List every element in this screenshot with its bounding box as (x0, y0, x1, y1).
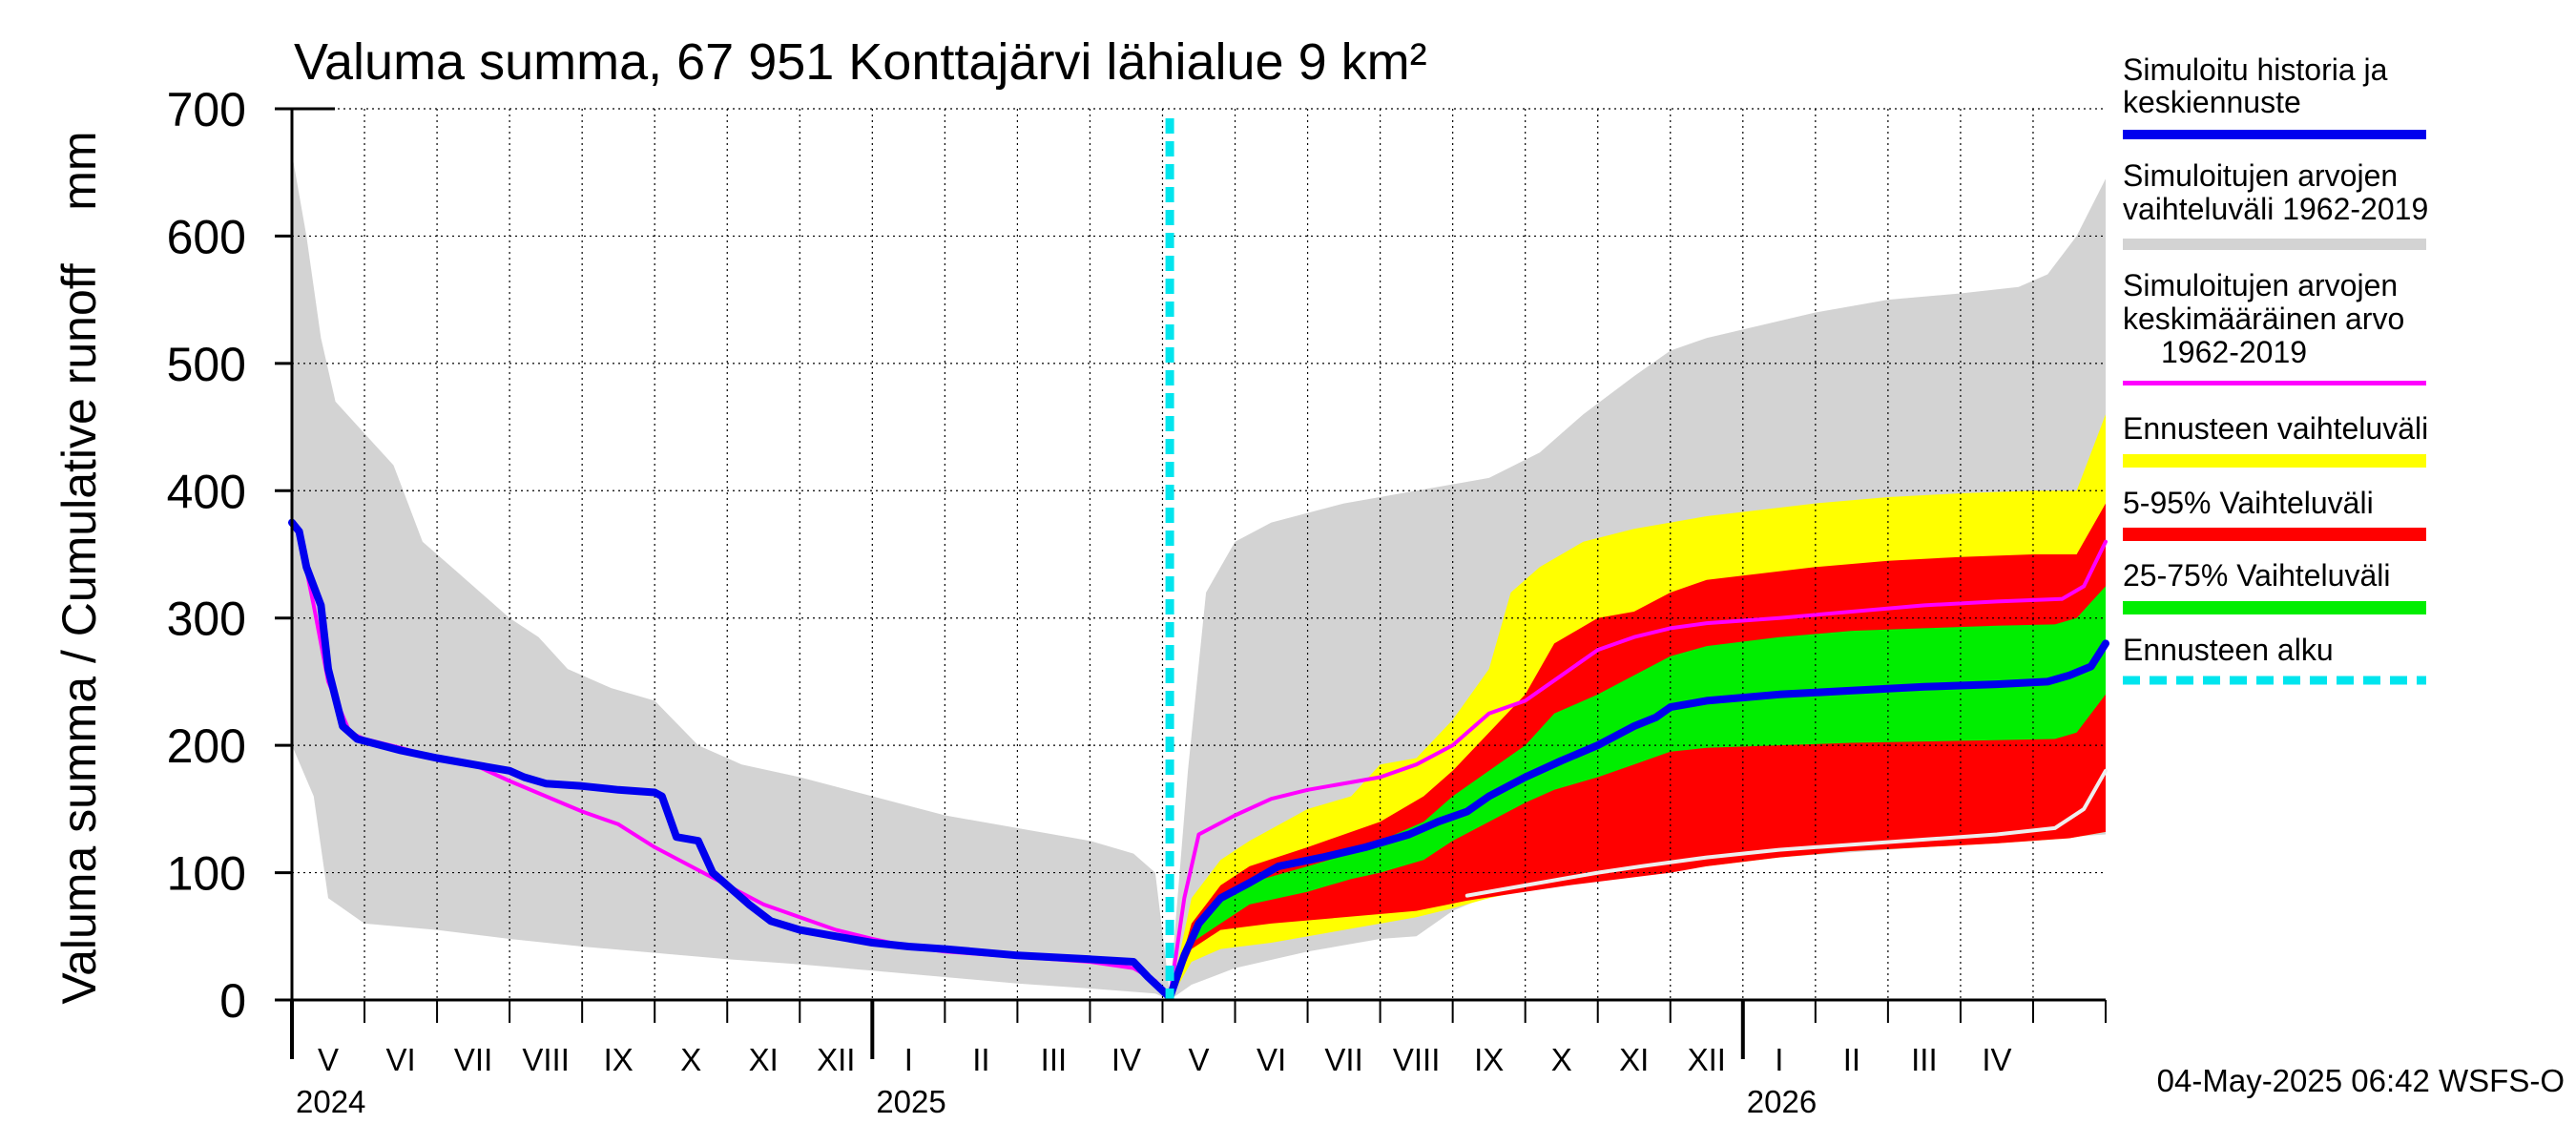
x-year-label-2024: 2024 (296, 1084, 365, 1119)
x-month-label-6: XI (749, 1042, 779, 1077)
x-month-label-17: X (1551, 1042, 1572, 1077)
x-month-label-1: VI (385, 1042, 415, 1077)
grid-layer (292, 108, 2106, 1000)
x-month-label-5: X (680, 1042, 701, 1077)
y-tick-label-600: 600 (167, 210, 246, 263)
axes-layer (290, 107, 2106, 1002)
x-month-label-4: IX (604, 1042, 634, 1077)
x-month-label-19: XII (1688, 1042, 1726, 1077)
y-tick-layer: 0 100 200 300 400 500 600 700 (167, 83, 292, 1028)
legend-label-magenta-line-3: 1962-2019 (2161, 335, 2307, 369)
x-month-label-20: I (1775, 1042, 1783, 1077)
x-month-label-18: XI (1619, 1042, 1649, 1077)
legend-label-blue-line-1: Simuloitu historia ja (2123, 52, 2388, 87)
legend-swatch-red-band (2123, 528, 2426, 541)
x-month-label-16: IX (1474, 1042, 1504, 1077)
legend-swatch-green-band (2123, 601, 2426, 614)
timestamp: 04-May-2025 06:42 WSFS-O (2157, 1063, 2565, 1098)
x-month-label-23: IV (1982, 1042, 2011, 1077)
x-month-label-9: II (972, 1042, 989, 1077)
legend-swatch-blue-line (2123, 130, 2426, 139)
legend-swatch-grey-band (2123, 239, 2426, 250)
y-tick-label-0: 0 (219, 974, 246, 1028)
y-axis-label: Valuma summa / Cumulative runoff mm (52, 131, 106, 1004)
x-month-label-14: VII (1324, 1042, 1362, 1077)
legend-swatch-yellow-band (2123, 454, 2426, 468)
x-month-label-8: I (904, 1042, 913, 1077)
line-layer (288, 118, 2109, 1002)
series-simuloitu-historia-ja-keskiennuste (288, 518, 2109, 1002)
legend-label-green-band: 25-75% Vaihteluväli (2123, 558, 2390, 593)
legend-label-magenta-line-1: Simuloitujen arvojen (2123, 268, 2398, 302)
y-tick-label-500: 500 (167, 338, 246, 391)
x-month-label-0: V (318, 1042, 339, 1077)
legend-label-grey-band-1: Simuloitujen arvojen (2123, 158, 2398, 193)
x-tick-layer: V VI VII VIII IX X XI XII I II III IV V VI VII VIII IX X X… (290, 1000, 2107, 1119)
y-tick-label-400: 400 (167, 465, 246, 518)
x-year-label-2025: 2025 (876, 1084, 945, 1119)
x-month-label-21: II (1843, 1042, 1860, 1077)
legend-swatch-magenta-line (2123, 381, 2426, 385)
x-month-label-7: XII (817, 1042, 855, 1077)
x-month-label-12: V (1188, 1042, 1209, 1077)
legend: Simuloitu historia ja keskiennuste Simul… (2123, 52, 2428, 685)
chart-title: Valuma summa, 67 951 Konttajärvi lähialu… (294, 33, 1427, 91)
x-month-label-22: III (1911, 1042, 1938, 1077)
legend-label-grey-band-2: vaihteluväli 1962-2019 (2123, 192, 2428, 226)
x-month-label-10: III (1041, 1042, 1068, 1077)
legend-label-magenta-line-2: keskimääräinen arvo (2123, 302, 2404, 336)
series-ennusteen-mediaanin-alaraja (1465, 768, 2108, 898)
legend-label-blue-line-2: keskiennuste (2123, 85, 2301, 119)
x-month-label-15: VIII (1393, 1042, 1441, 1077)
x-month-label-3: VIII (522, 1042, 570, 1077)
x-month-label-13: VI (1257, 1042, 1286, 1077)
legend-label-red-band: 5-95% Vaihteluväli (2123, 486, 2374, 520)
y-tick-label-700: 700 (167, 83, 246, 136)
y-tick-label-100: 100 (167, 847, 246, 901)
x-month-label-11: IV (1111, 1042, 1141, 1077)
legend-label-yellow-band: Ennusteen vaihteluväli (2123, 411, 2428, 446)
y-tick-label-200: 200 (167, 719, 246, 773)
legend-label-forecast-start: Ennusteen alku (2123, 633, 2334, 667)
x-month-label-2: VII (454, 1042, 492, 1077)
x-year-label-2026: 2026 (1747, 1084, 1817, 1119)
y-tick-label-300: 300 (167, 593, 246, 646)
